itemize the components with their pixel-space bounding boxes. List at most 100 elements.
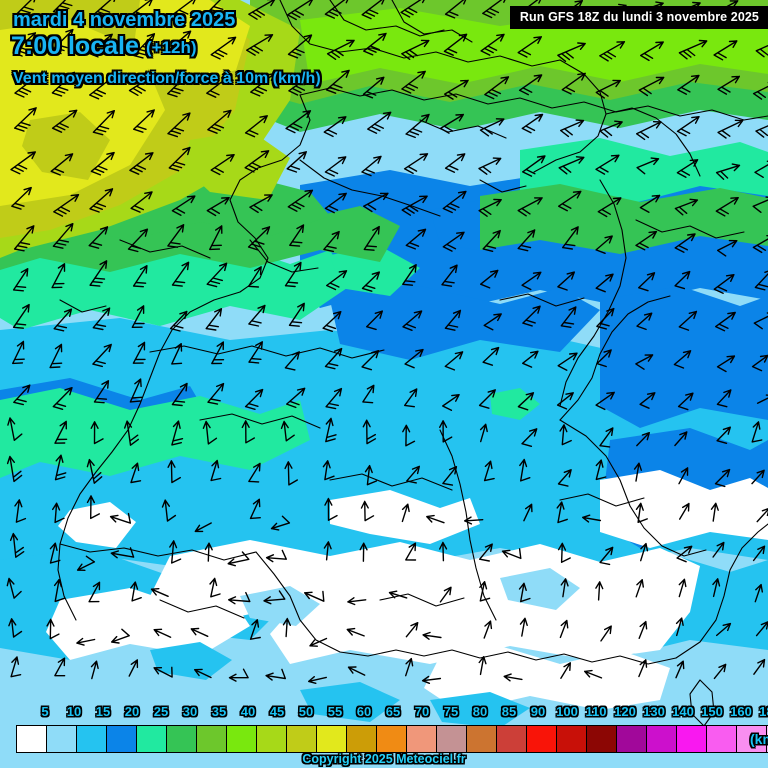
wind-barb	[401, 503, 410, 523]
wind-barb	[674, 233, 696, 253]
wind-barb	[517, 197, 543, 217]
legend-swatch	[167, 726, 197, 752]
wind-barb	[171, 343, 183, 365]
wind-barb	[86, 495, 100, 520]
wind-barb	[442, 394, 460, 411]
wind-barb	[482, 229, 501, 252]
wind-barb	[519, 617, 528, 637]
wind-barb	[324, 156, 347, 177]
wind-barb	[517, 229, 536, 252]
wind-barb	[284, 351, 300, 371]
wind-barb	[595, 235, 613, 254]
wind-barb	[168, 146, 191, 172]
wind-barb	[89, 75, 115, 100]
legend-swatch	[77, 726, 107, 752]
legend-swatch	[377, 726, 407, 752]
wind-barb	[754, 270, 768, 291]
wind-barb	[323, 541, 332, 561]
wind-barb	[248, 266, 262, 288]
wind-barb	[753, 312, 768, 330]
wind-barb	[556, 501, 568, 524]
copyright-label: Copyright 2025 Meteociel.fr	[302, 752, 466, 766]
wind-barb	[561, 72, 586, 95]
wind-barb	[153, 628, 172, 638]
legend-tick: 70	[414, 704, 430, 719]
wind-barb	[169, 310, 188, 332]
wind-barb	[287, 189, 314, 212]
wind-barb	[366, 310, 383, 331]
wind-barb	[442, 231, 465, 252]
wind-barb	[244, 150, 270, 173]
wind-barb	[639, 194, 661, 213]
wind-barb	[521, 271, 542, 291]
wind-barb	[129, 378, 143, 403]
wind-barb	[443, 33, 468, 56]
wind-barb	[361, 271, 380, 292]
wind-barb	[679, 502, 690, 520]
wind-barb	[636, 432, 650, 447]
wind-barb	[523, 503, 533, 522]
wind-barb	[322, 460, 335, 481]
wind-barb	[560, 662, 571, 679]
wind-barb	[426, 514, 445, 524]
wind-barb	[9, 532, 25, 558]
wind-barb	[442, 190, 467, 214]
wind-barb	[479, 581, 491, 602]
wind-barb	[93, 380, 110, 404]
wind-barb	[401, 70, 426, 94]
wind-barb	[442, 466, 458, 486]
wind-barb	[249, 194, 273, 214]
wind-barb	[133, 109, 155, 133]
wind-barb	[249, 619, 261, 640]
legend-color-bar[interactable]	[16, 725, 768, 753]
wind-barb	[678, 39, 708, 60]
wind-barb	[90, 421, 104, 445]
wind-barb	[12, 32, 37, 57]
wind-barb	[50, 153, 74, 176]
wind-barb	[557, 469, 572, 487]
wind-barb	[247, 226, 271, 251]
wind-barb	[557, 42, 586, 62]
legend-tick: 55	[327, 704, 343, 719]
legend-swatch	[497, 726, 527, 752]
wind-barb	[560, 119, 585, 138]
legend-swatch	[137, 726, 167, 752]
wind-barb	[522, 155, 546, 177]
wind-barb	[557, 271, 575, 291]
wind-barb	[518, 582, 531, 603]
wind-barb	[52, 502, 65, 524]
wind-barb	[401, 195, 428, 216]
wind-barb	[211, 341, 225, 365]
wind-barb	[421, 675, 442, 684]
wind-speed-legend[interactable]: 5 10 15 20 25 30 35 40 45 50 55 60 65 70 75 80 85 90 100 11…	[0, 704, 768, 768]
wind-barb	[521, 113, 544, 134]
wind-barb	[228, 591, 251, 605]
wind-barb	[595, 273, 614, 293]
wind-barb	[284, 461, 298, 486]
wind-barb	[717, 239, 738, 257]
wind-barb	[559, 424, 572, 446]
wind-barb	[363, 192, 389, 213]
wind-barb	[359, 542, 368, 562]
wind-barb	[248, 462, 261, 483]
legend-tick: 140	[672, 704, 694, 719]
wind-barb	[361, 155, 382, 177]
legend-swatch	[287, 726, 317, 752]
wind-barb	[10, 151, 36, 175]
wind-barb	[522, 350, 539, 368]
wind-barb	[675, 617, 684, 637]
wind-barb	[250, 72, 276, 97]
wind-barb	[635, 354, 654, 370]
wind-barb	[109, 512, 131, 524]
wind-barb	[600, 625, 612, 642]
legend-tick: 45	[269, 704, 285, 719]
wind-barb	[325, 387, 343, 410]
legend-swatch	[47, 726, 77, 752]
wind-barb	[362, 419, 377, 445]
wind-barb	[13, 384, 31, 406]
wind-barb	[244, 115, 268, 138]
wind-barb	[8, 618, 23, 638]
wind-barb	[76, 637, 96, 646]
